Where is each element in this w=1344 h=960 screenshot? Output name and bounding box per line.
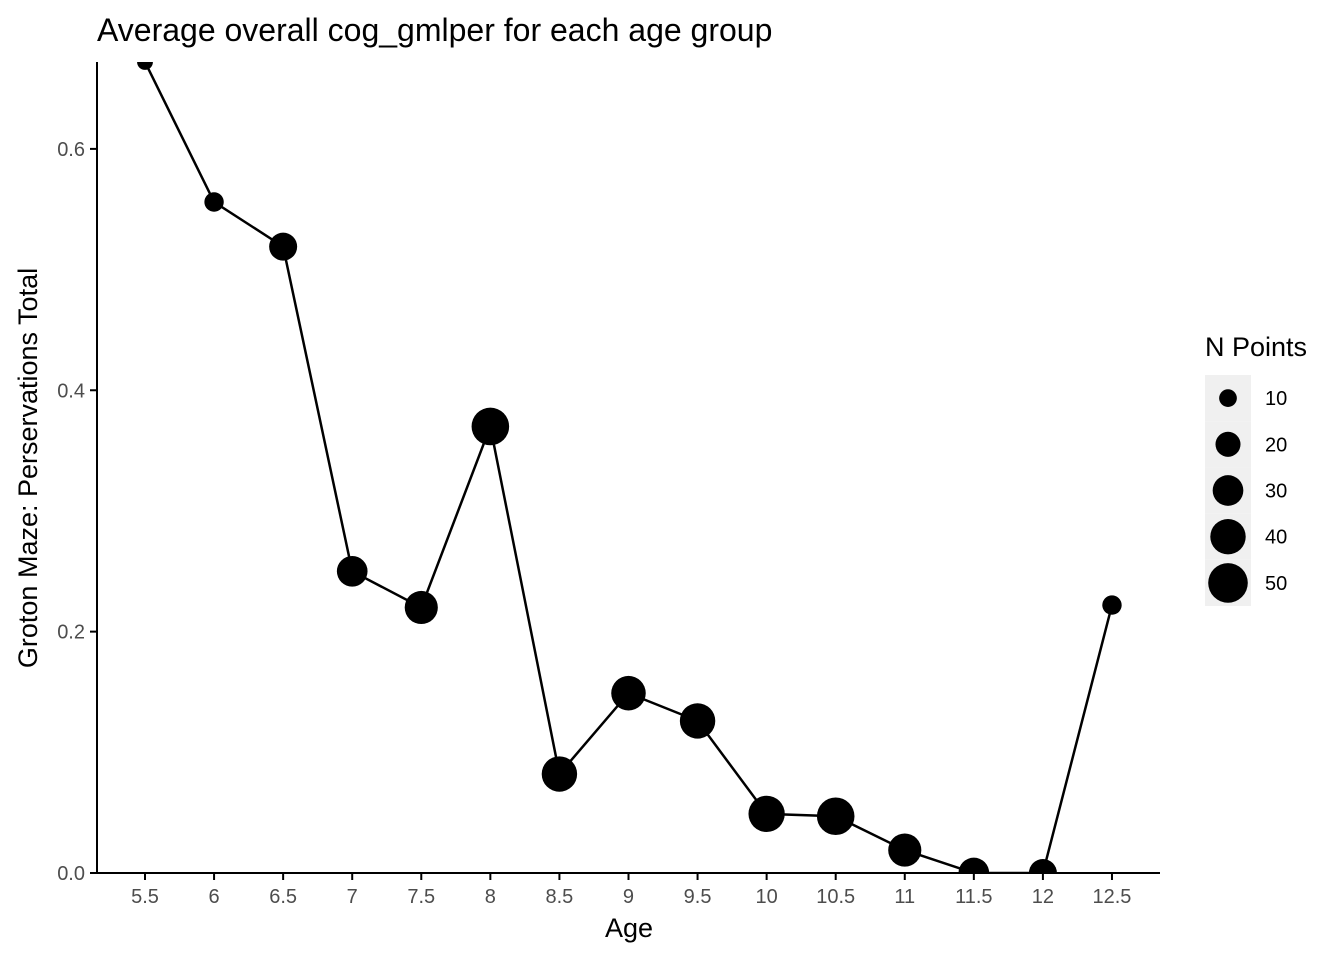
x-tick-label: 12 bbox=[1032, 886, 1054, 908]
data-point bbox=[471, 407, 510, 446]
legend: N Points 10 20 30 40 50 bbox=[1205, 332, 1307, 606]
data-point bbox=[269, 232, 298, 261]
data-point bbox=[1102, 595, 1122, 615]
x-tick-label: 11.5 bbox=[955, 886, 992, 908]
legend-items: 10 20 30 40 50 bbox=[1205, 375, 1287, 606]
legend-key-point bbox=[1219, 389, 1237, 407]
x-tick-label: 9 bbox=[623, 886, 634, 908]
legend-label: 10 bbox=[1265, 388, 1287, 410]
series-group bbox=[137, 62, 1122, 873]
legend-key-point bbox=[1210, 518, 1246, 555]
x-tick-label: 12.5 bbox=[1093, 886, 1132, 908]
data-point bbox=[679, 703, 716, 739]
x-tick-label: 7.5 bbox=[407, 886, 435, 908]
data-point bbox=[816, 797, 855, 836]
data-point bbox=[888, 833, 922, 867]
legend-key-point bbox=[1212, 475, 1244, 506]
data-point bbox=[1028, 859, 1057, 873]
x-tick-label: 7 bbox=[347, 886, 358, 908]
data-point bbox=[404, 590, 438, 625]
legend-key-point bbox=[1215, 431, 1241, 457]
legend-label: 50 bbox=[1265, 573, 1287, 595]
x-tick-label: 9.5 bbox=[684, 886, 712, 908]
y-tick-label: 0.4 bbox=[57, 380, 85, 402]
legend-label: 30 bbox=[1265, 481, 1287, 503]
series-line bbox=[143, 62, 1114, 873]
legend-title: N Points bbox=[1205, 332, 1307, 362]
y-axis-ticks: 0.0 0.2 0.4 0.6 bbox=[57, 139, 97, 885]
plot-area: 0.0 0.2 0.4 0.6 5.5 6 6.5 7 7.5 8 8.5 9 9.5 10 10.5 11… bbox=[57, 62, 1160, 908]
data-point bbox=[204, 192, 224, 212]
data-point bbox=[336, 555, 368, 587]
y-tick-label: 0.2 bbox=[57, 622, 85, 644]
legend-label: 40 bbox=[1265, 527, 1287, 549]
chart-title: Average overall cog_gmlper for each age … bbox=[97, 12, 772, 48]
x-tick-label: 5.5 bbox=[131, 886, 159, 908]
data-point bbox=[611, 675, 646, 711]
legend-label: 20 bbox=[1265, 434, 1287, 456]
data-point bbox=[137, 62, 153, 70]
y-tick-label: 0.0 bbox=[57, 863, 85, 885]
x-tick-label: 8.5 bbox=[546, 886, 574, 908]
x-tick-label: 10.5 bbox=[816, 886, 855, 908]
data-point bbox=[748, 795, 785, 833]
x-tick-label: 6.5 bbox=[269, 886, 297, 908]
y-axis-title: Groton Maze: Perservations Total bbox=[13, 268, 43, 668]
data-point bbox=[541, 756, 578, 792]
x-tick-label: 10 bbox=[756, 886, 778, 908]
x-axis-title: Age bbox=[605, 913, 653, 943]
x-tick-label: 8 bbox=[485, 886, 496, 908]
legend-key-point bbox=[1208, 563, 1248, 603]
y-tick-label: 0.6 bbox=[57, 139, 85, 161]
x-tick-label: 6 bbox=[209, 886, 220, 908]
x-axis-ticks: 5.5 6 6.5 7 7.5 8 8.5 9 9.5 10 10.5 11 11.5 12 12.5 bbox=[131, 873, 1131, 908]
data-point bbox=[958, 857, 990, 873]
x-tick-label: 11 bbox=[894, 886, 915, 908]
